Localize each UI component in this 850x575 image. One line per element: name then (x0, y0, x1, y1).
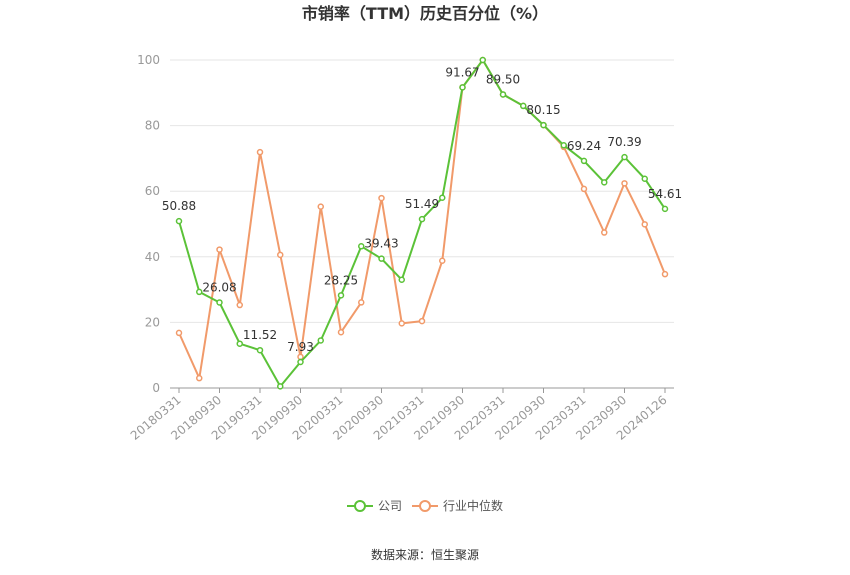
data-point (277, 251, 284, 259)
y-tick-label: 20 (145, 315, 160, 329)
legend-item-industry-median: 行业中位数 (412, 498, 503, 513)
data-label: 11.52 (243, 328, 277, 342)
data-labels: 50.88 26.08 11.52 7.93 28.25 39.43 51.49 91.67 8… (162, 65, 682, 354)
data-point (175, 217, 183, 225)
legend-label: 行业中位数 (443, 498, 503, 513)
series-company (175, 56, 669, 390)
data-point (317, 337, 324, 344)
data-point (621, 180, 628, 187)
data-label: 91.67 (445, 65, 479, 79)
data-point (520, 102, 527, 110)
data-point (661, 270, 669, 278)
legend-item-company: 公司 (347, 499, 402, 513)
data-label: 69.24 (567, 139, 601, 153)
legend-marker (354, 500, 366, 512)
data-point (317, 203, 324, 210)
y-tick-label: 60 (145, 184, 160, 198)
data-point (256, 346, 264, 354)
data-point (378, 255, 385, 262)
y-tick-label: 40 (145, 250, 160, 264)
y-tick-label: 80 (145, 119, 160, 133)
data-label: 70.39 (607, 135, 641, 149)
data-label: 54.61 (648, 187, 682, 201)
data-source: 数据来源：恒生聚源 (371, 547, 479, 562)
data-point (277, 383, 284, 390)
chart-title: 市销率（TTM）历史百分位（%） (302, 4, 548, 23)
data-point (601, 229, 608, 236)
data-point (418, 215, 426, 223)
data-point (337, 328, 345, 336)
legend: 公司 行业中位数 (347, 498, 503, 513)
data-point (641, 175, 648, 182)
data-label: 89.50 (486, 72, 520, 86)
data-point (196, 288, 203, 296)
y-tick-label: 0 (152, 381, 160, 395)
data-point (236, 340, 243, 347)
data-point (580, 185, 588, 193)
data-label: 28.25 (324, 273, 358, 287)
data-point (256, 148, 264, 156)
data-point (621, 153, 628, 161)
data-point (337, 292, 345, 299)
data-label: 80.15 (526, 103, 560, 117)
data-point (641, 221, 648, 228)
data-point (398, 276, 405, 284)
data-point (175, 329, 183, 337)
grid-lines (170, 59, 674, 323)
data-point (358, 299, 365, 306)
legend-marker (419, 500, 431, 512)
data-point (540, 121, 547, 129)
data-label: 7.93 (287, 340, 314, 354)
data-point (439, 194, 446, 202)
data-point (378, 194, 385, 202)
data-point (196, 374, 203, 382)
data-label: 50.88 (162, 199, 196, 213)
series-layer (175, 56, 669, 390)
data-point (398, 320, 405, 327)
data-point (580, 157, 588, 165)
data-point (236, 301, 243, 309)
data-label: 26.08 (202, 280, 236, 294)
data-point (479, 56, 486, 64)
data-point (297, 353, 304, 361)
data-point (216, 299, 223, 306)
data-point (560, 142, 567, 149)
data-point (418, 317, 426, 325)
data-point (499, 91, 507, 98)
y-axis: 0 20 40 60 80 100 (137, 53, 160, 395)
data-point (297, 358, 304, 366)
data-label: 51.49 (405, 197, 439, 211)
data-point (459, 84, 466, 91)
data-point (601, 179, 608, 186)
x-axis: 2018033120180930201903312019093020200331… (128, 387, 674, 443)
y-tick-label: 100 (137, 53, 160, 67)
data-point (439, 257, 446, 264)
data-point (216, 246, 223, 253)
data-point (661, 205, 669, 213)
data-label: 39.43 (364, 237, 398, 251)
legend-label: 公司 (378, 499, 402, 513)
data-point (358, 243, 365, 250)
